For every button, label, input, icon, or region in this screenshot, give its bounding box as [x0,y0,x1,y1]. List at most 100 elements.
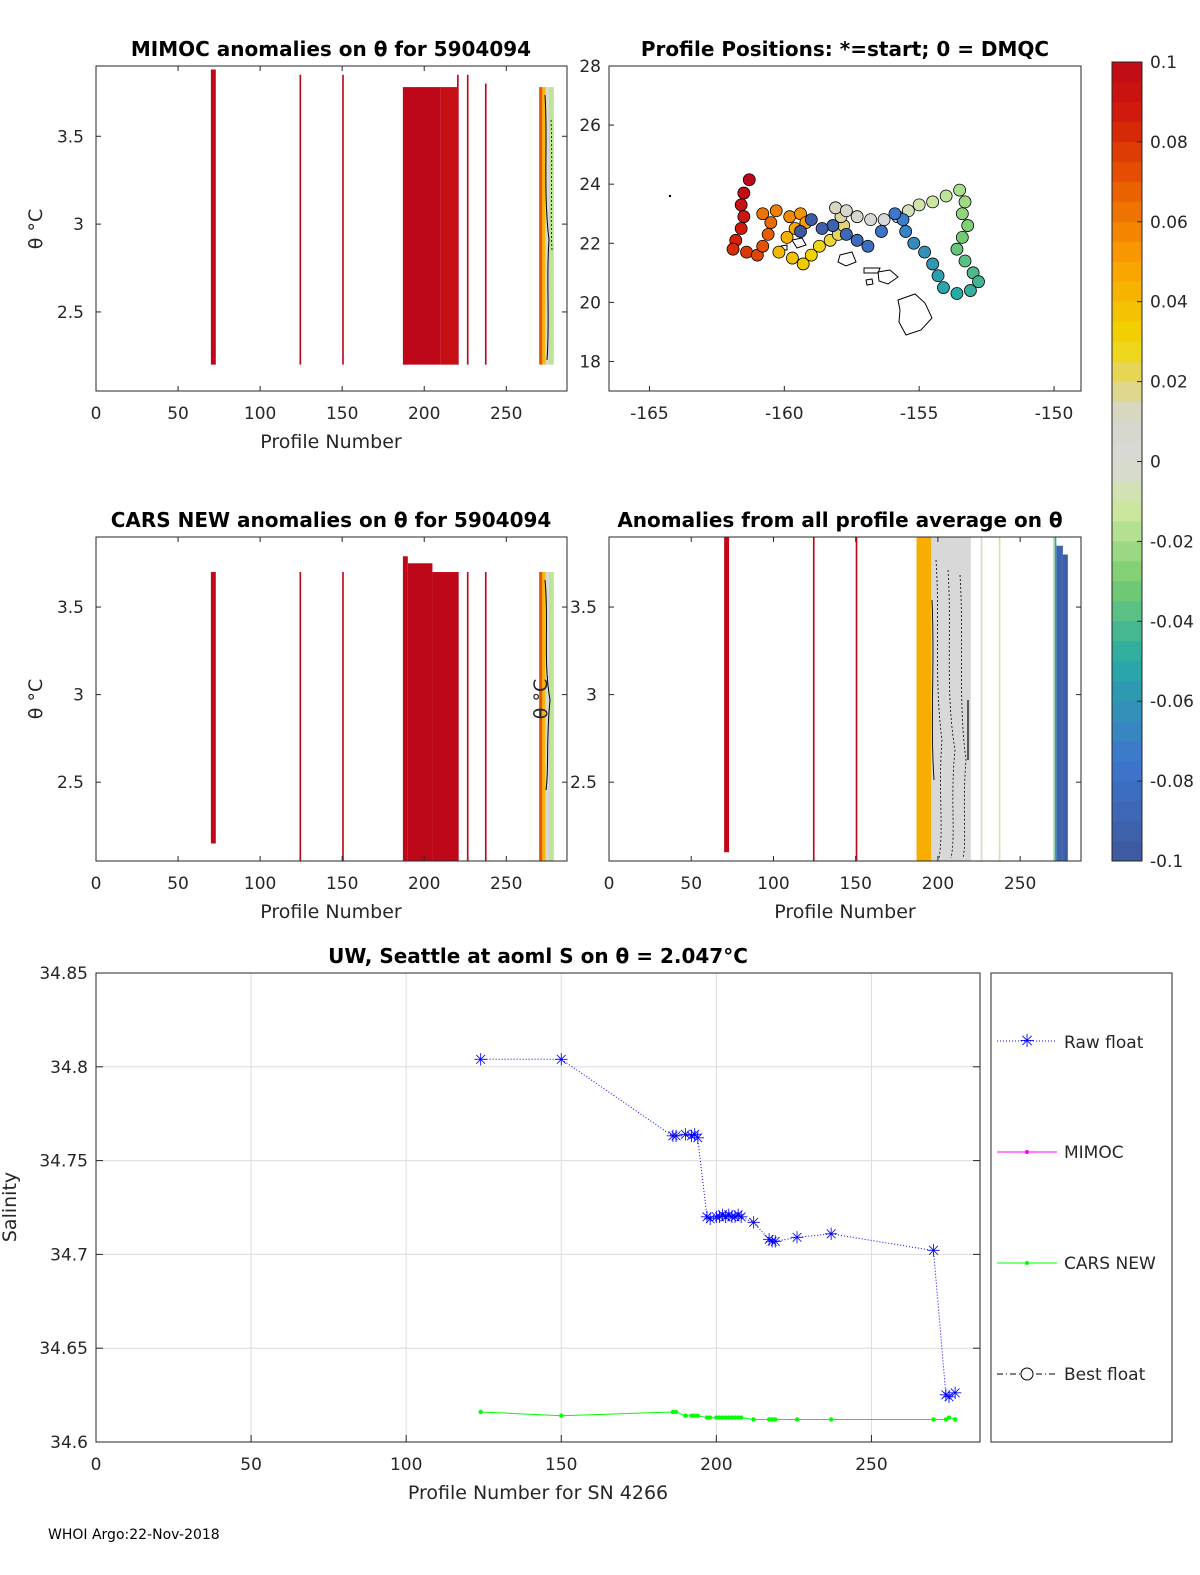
colorbar-cell [1112,561,1142,582]
average-axes-box [608,536,1082,862]
profile-position-point [964,284,977,297]
raw-float-point: ✳ [824,1225,838,1245]
mimoc-contour-dashed [550,119,553,251]
cars-ytick-label: 2.5 [57,773,84,793]
island-kahoolawe [865,278,874,286]
profile-position-point [955,207,969,221]
island-molokai [863,267,881,274]
profile-position-point [926,195,940,209]
mimoc-cell [539,87,543,365]
profile-position-point [734,198,748,212]
profile-position-point [972,275,985,289]
positions-ytick-label: 22 [579,234,601,254]
profile-position-point [961,219,975,232]
average-title: Anomalies from all profile average on θ [617,508,1062,532]
cars-cell [548,572,554,861]
legend-item-cars-new: CARS NEW [997,1254,1156,1274]
mimoc-cell [542,87,546,365]
mimoc-contour-line [544,94,550,361]
colorbar-cell [1112,761,1142,782]
average-cell [724,537,730,853]
cars-cell [484,572,487,861]
cars-xtick-label: 0 [91,874,102,894]
legend-raw-float-label: Raw float [1064,1033,1144,1053]
colorbar-cell [1112,461,1142,482]
cars-new-point [946,1415,952,1420]
profile-position-point [734,222,748,235]
raw-float-point: ✳ [666,1127,680,1147]
legend-item-raw-float: ✳ Raw float [997,1031,1144,1053]
raw-float-point: ✳ [746,1214,760,1234]
island-oahu [837,251,857,267]
cars-new-point [931,1417,936,1422]
mimoc-anomaly-panel: MIMOC anomalies on θ for 5904094 0 50 100 1… [25,37,568,453]
average-ytick-label: 3.5 [570,598,597,618]
raw-float-point: ✳ [725,1208,739,1228]
profile-position-point [742,173,756,187]
cars-new-point [714,1415,719,1420]
colorbar-cell [1112,141,1142,163]
average-cell [980,537,983,861]
profile-position-point [794,225,807,238]
mimoc-cell [210,69,216,365]
mimoc-xtick-label: 250 [490,404,522,424]
colorbar-cell [1112,481,1142,502]
legend-item-mimoc: MIMOC [997,1143,1124,1163]
colorbar-cell [1112,801,1142,822]
salinity-legend: ✳ Raw float MIMOC CARS NEW Best float [990,972,1173,1443]
profile-position-point [839,204,853,218]
profile-position-point [764,216,778,229]
profile-position-point [829,201,842,215]
cars-cell [402,556,408,861]
profile-position-point [953,183,967,197]
profile-position-point [950,287,964,300]
profile-position-point [926,257,940,271]
salinity-ytick-label: 34.6 [50,1433,88,1453]
cars-cell [545,572,549,861]
raw-float-point: ✳ [684,1127,698,1147]
average-contour-dashed-2 [947,569,956,859]
cars-ytick-label: 3.5 [57,598,84,618]
cars-new-point [673,1409,679,1415]
average-ytick-label: 2.5 [570,773,597,793]
colorbar-cell [1112,261,1142,283]
cars-cell [432,572,459,861]
profile-position-point [783,210,797,224]
salinity-xlabel: Profile Number for SN 4266 [408,1482,668,1504]
average-cell [916,537,932,861]
average-anomaly-panel: Anomalies from all profile average on θ … [530,508,1082,923]
cars-new-point [738,1415,744,1420]
salinity-xtick-label: 50 [240,1455,262,1475]
colorbar-cell [1112,101,1142,123]
cars-cell [466,572,469,861]
cars-new-point [794,1417,800,1422]
cars-new-point [952,1417,958,1422]
profile-position-point [737,186,751,200]
cars-new-point [707,1415,713,1420]
legend-raw-float-marker: ✳ [1019,1031,1034,1052]
mimoc-ytick-label: 3.5 [57,127,84,147]
profile-position-point [812,239,826,253]
salinity-ylabel: Salinity [0,1172,21,1242]
positions-xtick-label: -160 [765,404,804,424]
cars-xtick-label: 200 [408,874,440,894]
colorbar-cell [1112,541,1142,562]
cars-new-point [766,1417,772,1422]
cars-new-point [689,1413,694,1418]
colorbar-cell [1112,361,1142,383]
island-hawaii [897,293,933,336]
average-contour-solid [931,599,935,781]
profile-position-point [907,236,921,250]
colorbar-cell [1112,341,1142,363]
cars-new-point [732,1415,738,1420]
cars-xtick-label: 100 [244,874,276,894]
cars-new-point [478,1409,483,1415]
mimoc-xtick-label: 0 [91,404,102,424]
cars-new-point [670,1409,676,1415]
mimoc-cell [402,87,441,365]
colorbar-cell [1112,601,1142,622]
raw-float-point: ✳ [703,1210,717,1230]
raw-float-point: ✳ [926,1242,940,1262]
average-cell [1056,545,1063,861]
profile-position-point [918,245,931,259]
